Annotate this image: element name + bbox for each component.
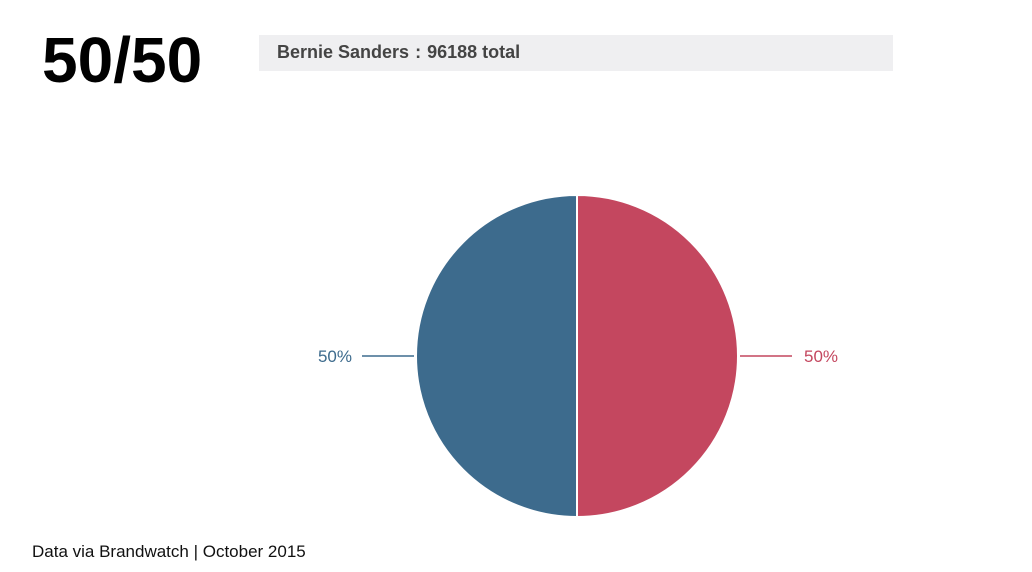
source-note: Data via Brandwatch | October 2015	[32, 541, 306, 563]
pie-slice-2[interactable]	[416, 195, 577, 517]
slice-label-1: 50%	[804, 347, 838, 366]
pie-slice-1[interactable]	[577, 195, 738, 517]
slice-label-2: 50%	[318, 347, 352, 366]
